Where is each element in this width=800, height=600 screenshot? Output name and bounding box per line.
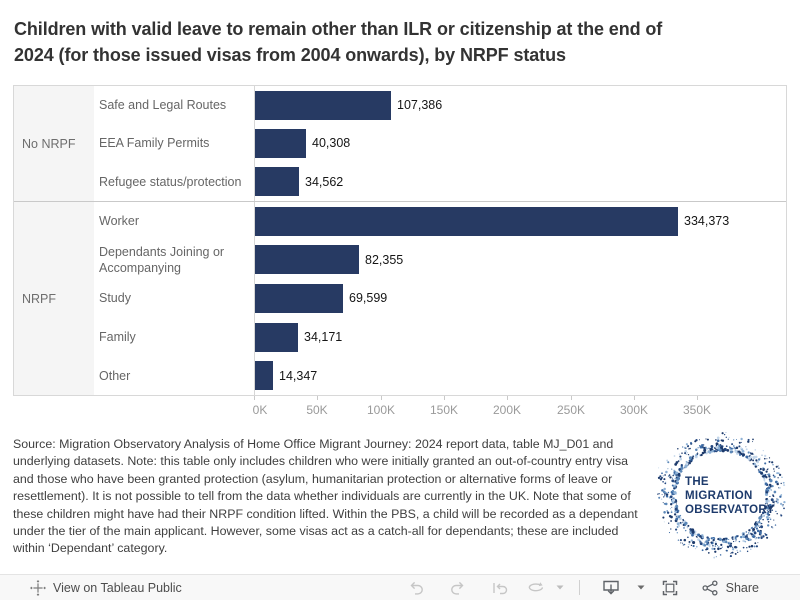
bar-value-label: 34,562	[305, 174, 344, 189]
axis-tick-label: 150K	[429, 403, 459, 417]
bar[interactable]	[255, 322, 298, 352]
bar[interactable]	[255, 90, 391, 120]
bar-value-label: 40,308	[312, 136, 351, 151]
axis-tick-label: 100K	[366, 403, 396, 417]
axis-tick	[444, 396, 445, 400]
download-button[interactable]	[590, 576, 632, 600]
logo-dot-ring: THE MIGRATION OBSERVATORY	[657, 431, 786, 559]
redo-icon	[450, 581, 464, 595]
table-row: Refugee status/protection 34,562	[94, 162, 786, 201]
category-label: Refugee status/protection	[99, 174, 242, 189]
table-row: Study 69,599	[94, 279, 786, 318]
table-row: Other 14,347	[94, 356, 786, 395]
logo-text-line1: THE	[685, 476, 709, 488]
axis-tick-label: 350K	[682, 403, 712, 417]
table-row: Safe and Legal Routes 107,386	[94, 86, 786, 125]
source-note: Source: Migration Observatory Analysis o…	[13, 437, 638, 556]
refresh-icon	[528, 581, 543, 591]
download-icon	[602, 580, 619, 595]
undo-button[interactable]	[395, 576, 437, 600]
replay-icon	[492, 582, 507, 594]
share-label: Share	[725, 580, 759, 595]
category-label: Dependants Joining or Accompanying	[99, 244, 225, 275]
bar-value-label: 107,386	[397, 98, 443, 113]
plot-cell: 82,355	[254, 240, 786, 280]
migration-observatory-logo: THE MIGRATION OBSERVATORY	[652, 431, 792, 566]
group-nrpf: NRPF Worker 334,373 Dependants Joining o…	[14, 201, 786, 395]
view-on-tableau-public-label: View on Tableau Public	[53, 580, 182, 595]
share-button[interactable]: Share	[690, 576, 770, 600]
bar[interactable]	[255, 167, 299, 197]
x-axis: 0K 50K 100K 150K 200K 250K 300K 350K	[252, 396, 788, 420]
redo-button[interactable]	[437, 576, 479, 600]
caret-down-icon	[556, 585, 564, 590]
undo-icon	[410, 581, 423, 595]
category-label: Other	[99, 368, 131, 383]
axis-tick	[381, 396, 382, 400]
logo-text-line3: OBSERVATORY	[685, 504, 775, 516]
bar-value-label: 34,171	[304, 330, 343, 345]
axis-tick	[507, 396, 508, 400]
table-row: Family 34,171	[94, 317, 786, 357]
replay-button[interactable]	[479, 576, 521, 600]
bar[interactable]	[255, 245, 359, 275]
refresh-button[interactable]	[521, 576, 551, 600]
plot-cell: 34,171	[254, 317, 786, 357]
logo-text-line2: MIGRATION	[685, 490, 753, 502]
toolbar-separator	[578, 580, 580, 595]
refresh-dropdown-button[interactable]	[551, 576, 569, 600]
tableau-toolbar: View on Tableau Public	[0, 574, 800, 600]
bar-value-label: 334,373	[684, 214, 730, 229]
fullscreen-button[interactable]	[650, 576, 690, 600]
axis-tick	[697, 396, 698, 400]
bar[interactable]	[255, 206, 678, 236]
axis-tick	[634, 396, 635, 400]
axis-tick-label: 0K	[252, 403, 268, 417]
bar[interactable]	[255, 283, 343, 313]
table-row: Dependants Joining or Accompanying 82,35…	[94, 240, 786, 280]
axis-tick	[254, 396, 255, 400]
share-icon	[702, 579, 718, 596]
table-row: Worker 334,373	[94, 202, 786, 241]
table-row: EEA Family Permits 40,308	[94, 124, 786, 163]
category-label: Safe and Legal Routes	[99, 98, 227, 113]
category-label: EEA Family Permits	[99, 136, 210, 151]
caret-down-icon	[637, 585, 645, 590]
axis-tick-label: 250K	[556, 403, 586, 417]
plot-cell: 34,562	[254, 162, 786, 201]
plot-cell: 40,308	[254, 124, 786, 163]
chart-title-line1: Children with valid leave to remain othe…	[14, 19, 663, 39]
chart-title-line2: 2024 (for those issued visas from 2004 o…	[14, 45, 566, 65]
bar-value-label: 69,599	[349, 291, 388, 306]
bar-value-label: 82,355	[365, 252, 404, 267]
axis-tick	[571, 396, 572, 400]
tableau-logo-icon	[30, 579, 46, 596]
plot-cell: 14,347	[254, 356, 786, 395]
download-dropdown-button[interactable]	[632, 576, 650, 600]
plot-cell: 334,373	[254, 202, 786, 241]
plot-cell: 69,599	[254, 279, 786, 318]
chart-title: Children with valid leave to remain othe…	[14, 16, 780, 68]
group-no-nrpf: No NRPF Safe and Legal Routes 107,386 EE…	[14, 86, 786, 201]
plot-cell: 107,386	[254, 86, 786, 125]
group-label: No NRPF	[14, 86, 94, 201]
category-label: Worker	[99, 214, 140, 229]
bar[interactable]	[255, 128, 306, 158]
axis-tick	[317, 396, 318, 400]
bar-value-label: 14,347	[279, 368, 318, 383]
category-label: Family	[99, 330, 136, 345]
view-on-tableau-public-link[interactable]: View on Tableau Public	[0, 579, 182, 596]
category-label: Study	[99, 291, 131, 306]
bar-chart-table: No NRPF Safe and Legal Routes 107,386 EE…	[13, 85, 787, 396]
fullscreen-icon	[662, 580, 677, 595]
axis-tick-label: 200K	[492, 403, 522, 417]
group-label: NRPF	[14, 202, 94, 395]
bar[interactable]	[255, 361, 273, 391]
axis-tick-label: 50K	[306, 403, 328, 417]
axis-tick-label: 300K	[619, 403, 649, 417]
